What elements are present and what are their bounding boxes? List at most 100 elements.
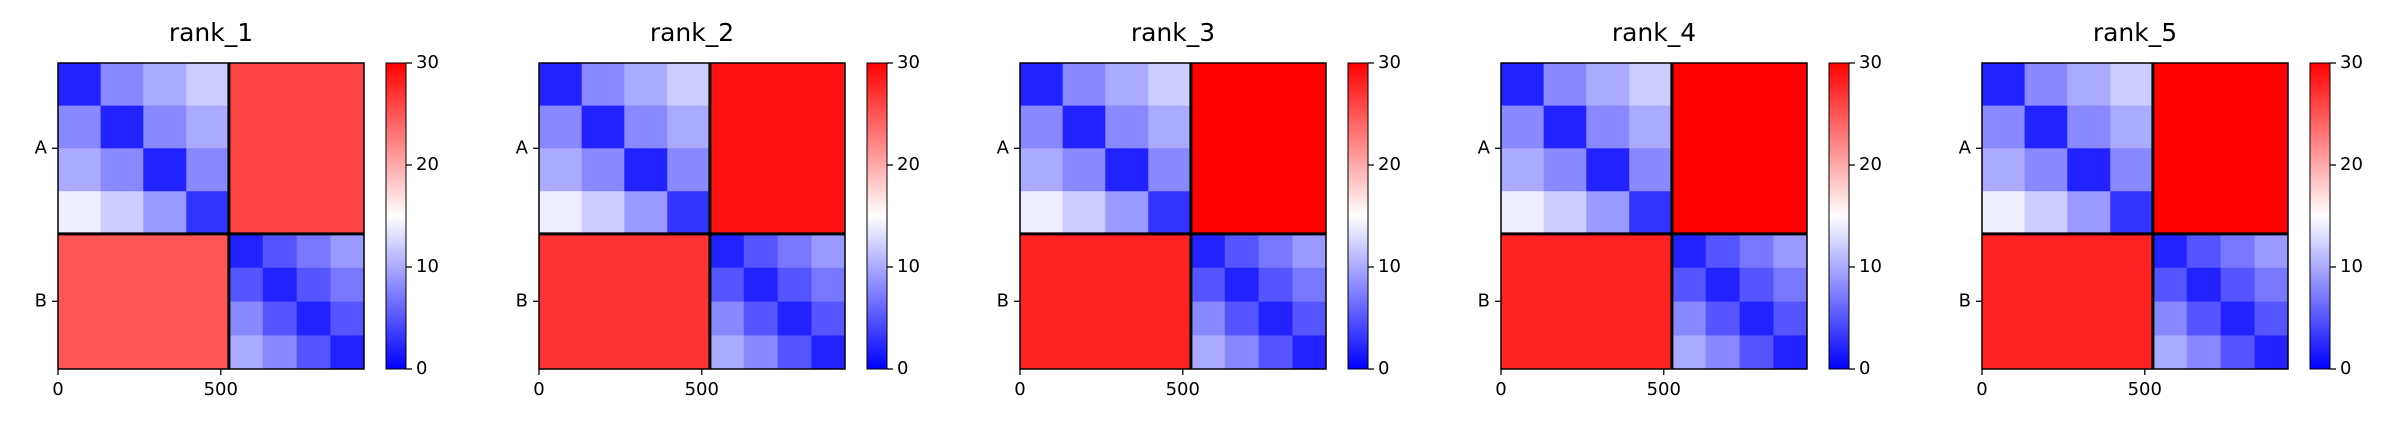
heatmap-cell: [2186, 335, 2222, 370]
heatmap-cell: [1224, 63, 1260, 107]
heatmap-cell: [143, 148, 187, 192]
heatmap-cell: [143, 105, 187, 149]
heatmap-cell: [2110, 63, 2154, 107]
heatmap-cell: [296, 301, 331, 336]
heatmap-cell: [1543, 63, 1587, 107]
heatmap-cell: [2152, 63, 2188, 107]
colorbar-tick-label: 20: [897, 154, 920, 175]
heatmap-cell: [2110, 301, 2154, 336]
heatmap-cell: [667, 105, 711, 149]
heatmap-cell: [1739, 63, 1774, 107]
heatmap-cell: [1224, 335, 1260, 370]
heatmap-cell: [1292, 267, 1327, 303]
heatmap-cell: [709, 191, 745, 235]
heatmap-cell: [1501, 233, 1545, 269]
x-tick-label: 0: [1495, 379, 1506, 400]
chart-title: rank_4: [1612, 18, 1696, 47]
heatmap-cell: [709, 105, 745, 149]
heatmap-cell: [2024, 105, 2068, 149]
heatmap-cell: [1292, 191, 1327, 235]
chart-title: rank_5: [2093, 18, 2177, 47]
heatmap-cell: [186, 105, 230, 149]
heatmap-cell: [186, 335, 230, 370]
heatmap-cell: [624, 148, 668, 192]
x-tick-label: 500: [2128, 379, 2162, 400]
heatmap-cell: [1148, 191, 1192, 235]
heatmap-cell: [667, 335, 711, 370]
heatmap-cell: [1671, 233, 1707, 269]
heatmap-cell: [2220, 335, 2255, 370]
heatmap-cell: [1224, 267, 1260, 303]
heatmap-cell: [1190, 105, 1226, 149]
heatmap-cell: [581, 267, 625, 303]
heatmap-cell: [1705, 267, 1741, 303]
heatmap-cell: [262, 148, 298, 192]
x-tick-label: 0: [1976, 379, 1987, 400]
heatmap-cell: [624, 233, 668, 269]
heatmap-cell: [539, 63, 583, 107]
heatmap-cell: [667, 267, 711, 303]
heatmap-cell: [1773, 335, 1808, 370]
heatmap-cell: [811, 233, 846, 269]
colorbar-tick-label: 30: [1378, 52, 1401, 73]
heatmap-cell: [1190, 335, 1226, 370]
heatmap-cell: [1258, 191, 1293, 235]
plot-frame: [1019, 62, 1327, 370]
plot-frame: [1500, 62, 1808, 370]
heatmap-cell: [100, 233, 144, 269]
heatmap-cell: [2024, 148, 2068, 192]
colorbar-tick-label: 30: [897, 52, 920, 73]
heatmap-cell: [1020, 267, 1064, 303]
heatmap-cell: [1020, 191, 1064, 235]
heatmap-cell: [1773, 105, 1808, 149]
heatmap-cell: [1586, 191, 1630, 235]
x-tick-label: 0: [52, 379, 63, 400]
heatmap-cell: [262, 191, 298, 235]
heatmap-cell: [1258, 301, 1293, 336]
heatmap-cell: [1062, 191, 1106, 235]
heatmap-cell: [58, 233, 102, 269]
plot-frame: [57, 62, 365, 370]
heatmap-cell: [1773, 191, 1808, 235]
heatmap-cell: [2067, 148, 2111, 192]
heatmap-cell: [1258, 233, 1293, 269]
heatmap-cell: [296, 233, 331, 269]
heatmap-cell: [1773, 267, 1808, 303]
heatmap-cell: [1148, 148, 1192, 192]
heatmap-cell: [2110, 233, 2154, 269]
heatmap-cell: [1501, 191, 1545, 235]
heatmap-cell: [539, 301, 583, 336]
heatmap-cell: [1105, 233, 1149, 269]
heatmap-cell: [58, 301, 102, 336]
heatmap-cell: [624, 335, 668, 370]
heatmap-cell: [1148, 233, 1192, 269]
heatmap-cell: [1224, 105, 1260, 149]
chart-title: rank_2: [650, 18, 734, 47]
heatmap-cell: [709, 233, 745, 269]
heatmap-cell: [1543, 233, 1587, 269]
heatmap-cell: [100, 335, 144, 370]
heatmap: [58, 63, 365, 370]
heatmap-cell: [581, 233, 625, 269]
heatmap-cell: [296, 191, 331, 235]
heatmap-cell: [228, 335, 264, 370]
heatmap-cell: [262, 267, 298, 303]
heatmap-cell: [2186, 267, 2222, 303]
heatmap-cell: [1671, 63, 1707, 107]
heatmap-cell: [2220, 105, 2255, 149]
heatmap-cell: [1020, 148, 1064, 192]
heatmap-cell: [1105, 148, 1149, 192]
heatmap-cell: [330, 335, 365, 370]
heatmap-cell: [296, 148, 331, 192]
colorbar-tick-label: 20: [1859, 154, 1882, 175]
heatmap-cell: [1705, 191, 1741, 235]
heatmap-cell: [1773, 148, 1808, 192]
heatmap-cell: [1671, 148, 1707, 192]
colorbar: [866, 62, 888, 370]
heatmap-cell: [581, 301, 625, 336]
colorbar-tick-label: 20: [1378, 154, 1401, 175]
heatmap-cell: [1190, 63, 1226, 107]
y-tick-label: A: [1478, 137, 1491, 158]
heatmap-cell: [1501, 301, 1545, 336]
heatmap-cell: [1105, 63, 1149, 107]
